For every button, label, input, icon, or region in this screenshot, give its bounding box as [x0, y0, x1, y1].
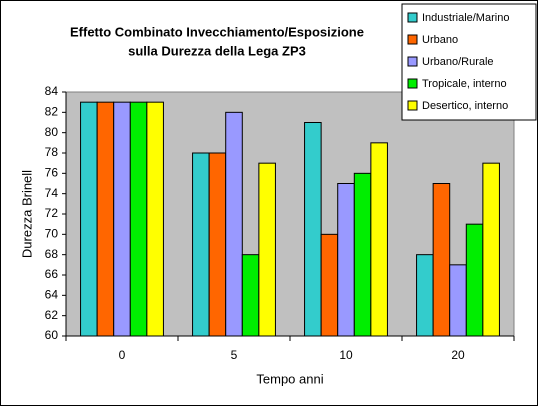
y-tick-label: 84 [45, 84, 59, 98]
legend-label: Urbano/Rurale [422, 56, 494, 68]
legend-swatch [407, 100, 418, 111]
x-tick-label: 0 [119, 348, 126, 362]
y-tick-label: 60 [45, 328, 59, 342]
legend-label: Desertico, interno [422, 100, 508, 112]
bar [337, 183, 355, 337]
bar [465, 223, 484, 337]
bar [241, 254, 260, 337]
bar [146, 101, 164, 337]
legend-label: Industriale/Marino [422, 12, 509, 24]
bar [96, 101, 115, 337]
y-tick-label: 68 [45, 247, 59, 261]
bar [113, 101, 131, 337]
y-tick-label: 70 [45, 227, 59, 241]
legend-swatch [407, 12, 418, 23]
x-tick-label: 10 [339, 348, 353, 362]
bar [80, 101, 98, 337]
y-tick-label: 82 [45, 105, 59, 119]
chart-title: sulla Durezza della Lega ZP3 [128, 43, 306, 58]
legend-swatch [407, 78, 418, 89]
x-tick-label: 20 [451, 348, 465, 362]
bar [258, 162, 276, 337]
bar [432, 183, 451, 337]
legend-label: Urbano [422, 34, 458, 46]
bar [129, 101, 148, 337]
x-axis-label: Tempo anni [256, 371, 323, 386]
y-tick-label: 74 [45, 186, 59, 200]
chart-title: Effetto Combinato Invecchiamento/Esposiz… [70, 24, 364, 39]
y-tick-label: 64 [45, 288, 59, 302]
legend-label: Tropicale, interno [422, 78, 507, 90]
bar [353, 172, 372, 337]
y-tick-label: 66 [45, 267, 59, 281]
y-tick-label: 78 [45, 145, 59, 159]
bar [320, 233, 339, 337]
bar [482, 162, 500, 337]
bar [449, 264, 467, 337]
bar [225, 111, 243, 337]
y-axis-label: Durezza Brinell [19, 170, 34, 258]
bar [208, 152, 227, 337]
y-tick-label: 72 [45, 206, 59, 220]
y-tick-label: 76 [45, 166, 59, 180]
bar [304, 122, 322, 337]
bar [370, 142, 388, 337]
y-tick-label: 62 [45, 308, 59, 322]
bar [192, 152, 210, 337]
y-tick-label: 80 [45, 125, 59, 139]
legend-box [401, 3, 537, 121]
x-tick-label: 5 [231, 348, 238, 362]
legend-swatch [407, 34, 418, 45]
legend-swatch [407, 56, 418, 67]
bar [416, 254, 434, 337]
